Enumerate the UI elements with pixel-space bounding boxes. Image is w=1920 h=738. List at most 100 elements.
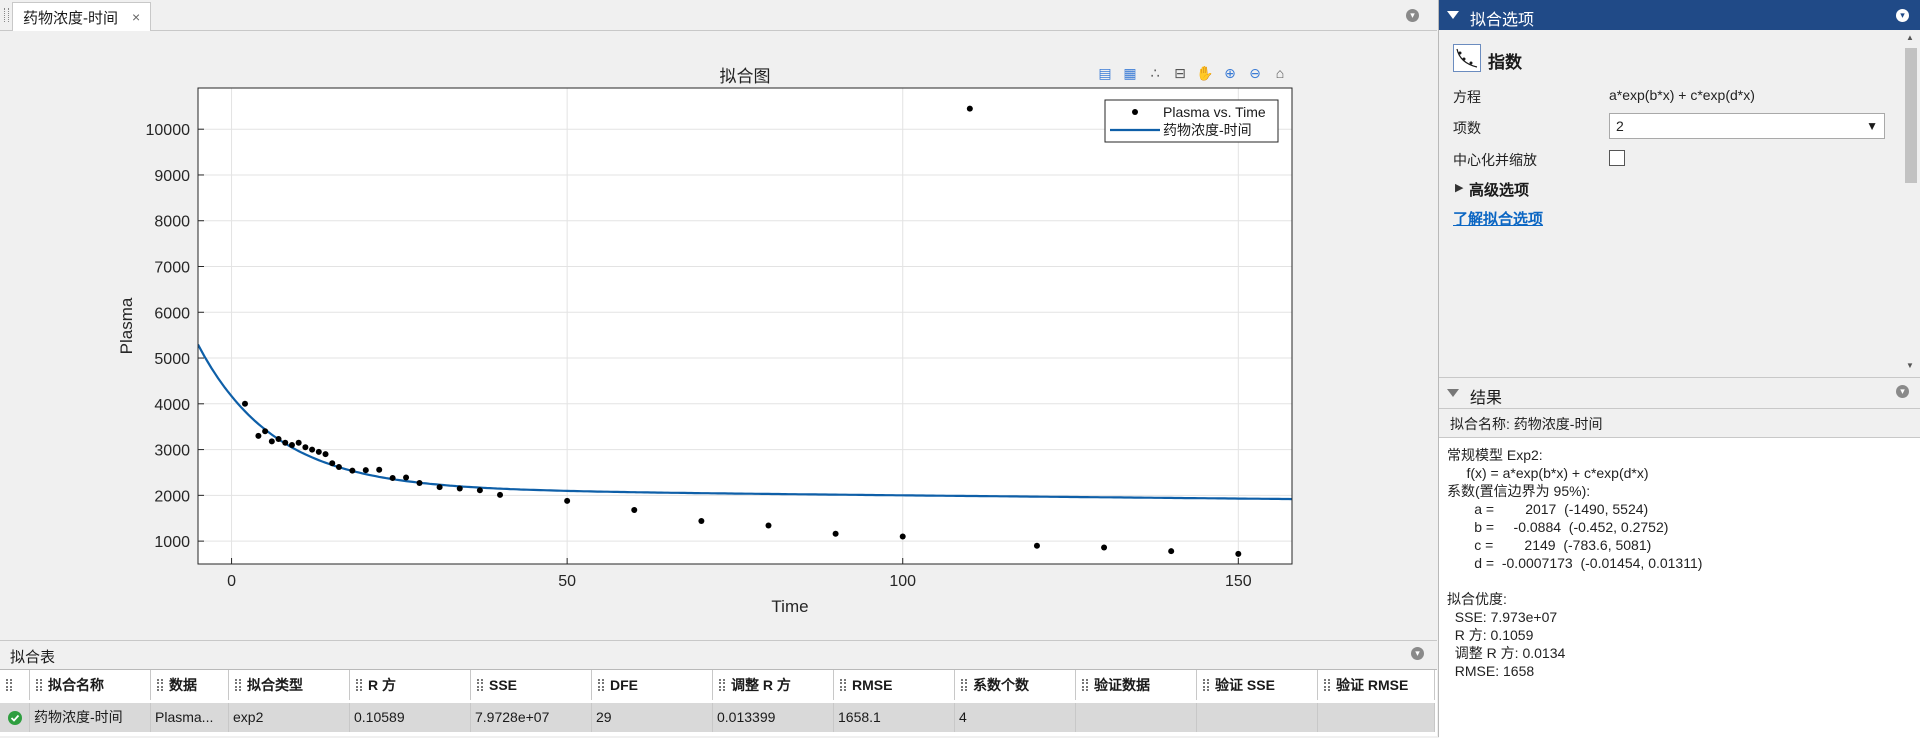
table-cell[interactable]: [1076, 703, 1197, 732]
data-point[interactable]: [349, 467, 356, 474]
zoom-in-icon[interactable]: ⊕: [1224, 64, 1236, 81]
data-point[interactable]: [288, 442, 295, 448]
collapse-icon[interactable]: [1447, 389, 1459, 397]
column-header[interactable]: 验证 SSE: [1197, 670, 1318, 700]
x-tick-label: 0: [227, 573, 236, 590]
column-header[interactable]: DFE: [592, 670, 713, 700]
data-point[interactable]: [1235, 550, 1242, 557]
data-point[interactable]: [309, 446, 316, 453]
data-point[interactable]: [966, 105, 973, 112]
fit-chart[interactable]: 0 50 100 150 1000 2000 3000 4000 5000 6000 7000 800…: [0, 31, 1437, 639]
table-cell[interactable]: [1318, 703, 1435, 732]
column-header[interactable]: 验证 RMSE: [1318, 670, 1435, 700]
data-point[interactable]: [1101, 544, 1108, 551]
collapse-icon[interactable]: [1447, 11, 1459, 19]
legend-box[interactable]: [1104, 99, 1279, 143]
column-header[interactable]: 系数个数: [955, 670, 1076, 700]
column-header[interactable]: 调整 R 方: [713, 670, 834, 700]
equation-value: a*exp(b*x) + c*exp(d*x): [1609, 87, 1755, 103]
legend-label: 药物浓度-时间: [1163, 122, 1252, 138]
fit-options-header[interactable]: [1439, 0, 1920, 30]
data-point[interactable]: [631, 506, 638, 513]
column-header[interactable]: 拟合类型: [229, 670, 350, 700]
table-cell[interactable]: 0.10589: [350, 703, 471, 732]
close-icon[interactable]: ×: [132, 9, 141, 25]
table-cell[interactable]: 药物浓度-时间: [30, 703, 151, 732]
scroll-up-icon[interactable]: ▲: [1906, 33, 1914, 42]
data-point[interactable]: [282, 439, 289, 446]
tabbar-grip[interactable]: [4, 8, 9, 22]
data-point[interactable]: [564, 497, 571, 504]
column-header[interactable]: SSE: [471, 670, 592, 700]
data-point[interactable]: [376, 466, 383, 473]
data-point[interactable]: [497, 491, 504, 498]
data-point[interactable]: [268, 438, 275, 445]
center-scale-checkbox[interactable]: [1609, 150, 1625, 166]
options-menu-icon[interactable]: ▾: [1896, 9, 1909, 22]
table-cell[interactable]: [1197, 703, 1318, 732]
results-menu-icon[interactable]: ▾: [1896, 385, 1909, 398]
data-point[interactable]: [476, 487, 483, 494]
table-cell[interactable]: 1658.1: [834, 703, 955, 732]
results-line: c = 2149 (-783.6, 5081): [1447, 537, 1652, 553]
data-point[interactable]: [302, 444, 309, 451]
data-point[interactable]: [389, 474, 396, 481]
data-point[interactable]: [403, 474, 410, 481]
exclude-icon[interactable]: ⊟: [1174, 64, 1186, 81]
data-point[interactable]: [322, 451, 329, 458]
data-point[interactable]: [832, 530, 839, 537]
zoom-out-icon[interactable]: ⊖: [1249, 64, 1261, 81]
home-icon[interactable]: ⌂: [1275, 65, 1285, 81]
grid-icon[interactable]: ▦: [1123, 64, 1137, 81]
column-header[interactable]: 拟合名称: [30, 670, 151, 700]
table-cell[interactable]: Plasma...: [151, 703, 229, 732]
data-point[interactable]: [241, 400, 248, 407]
data-point[interactable]: [275, 436, 282, 443]
pan-icon[interactable]: ✋: [1196, 64, 1214, 81]
data-point[interactable]: [436, 484, 443, 491]
data-point[interactable]: [765, 522, 772, 529]
fit-curve[interactable]: [198, 343, 1292, 501]
column-header[interactable]: 数据: [151, 670, 229, 700]
table-cell[interactable]: 0.013399: [713, 703, 834, 732]
residuals-icon[interactable]: ∴: [1150, 64, 1160, 81]
scroll-down-icon[interactable]: ▼: [1906, 361, 1914, 370]
row-selector-header[interactable]: [0, 670, 30, 700]
learn-fit-options-link[interactable]: 了解拟合选项: [1453, 211, 1544, 228]
data-point[interactable]: [1168, 548, 1175, 555]
table-cell[interactable]: 7.9728e+07: [471, 703, 592, 732]
data-point[interactable]: [335, 463, 342, 470]
column-header[interactable]: RMSE: [834, 670, 955, 700]
legend-icon[interactable]: ▤: [1098, 64, 1112, 81]
data-point[interactable]: [899, 533, 906, 540]
data-point[interactable]: [329, 460, 336, 467]
data-point[interactable]: [456, 485, 463, 492]
data-point[interactable]: [255, 432, 262, 439]
y-tick-label: 5000: [154, 351, 190, 368]
options-scrollbar-thumb[interactable]: [1905, 48, 1917, 183]
column-header[interactable]: R 方: [350, 670, 471, 700]
plot-axes-box: [197, 87, 1293, 565]
table-cell[interactable]: exp2: [229, 703, 350, 732]
results-line: 调整 R 方: 0.0134: [1447, 645, 1566, 661]
table-cell[interactable]: 29: [592, 703, 713, 732]
column-header[interactable]: 验证数据: [1076, 670, 1197, 700]
document-tab[interactable]: 药物浓度-时间 ×: [12, 2, 152, 31]
data-point[interactable]: [416, 479, 423, 486]
chevron-right-icon[interactable]: ▶: [1455, 182, 1464, 194]
table-cell[interactable]: 4: [955, 703, 1076, 732]
data-point[interactable]: [295, 439, 302, 446]
data-point[interactable]: [362, 467, 369, 474]
advanced-options-toggle[interactable]: 高级选项: [1469, 182, 1530, 199]
data-point[interactable]: [698, 517, 705, 524]
document-menu-icon[interactable]: ▾: [1406, 9, 1419, 22]
results-header[interactable]: [1439, 377, 1920, 409]
terms-select[interactable]: 2 ▼: [1609, 113, 1885, 139]
y-tick-label: 2000: [154, 488, 190, 505]
data-point[interactable]: [315, 448, 322, 455]
results-line: d = -0.0007173 (-0.01454, 0.01311): [1447, 555, 1703, 571]
y-tick-label: 10000: [146, 122, 191, 139]
table-menu-icon[interactable]: ▾: [1411, 647, 1424, 660]
data-point[interactable]: [262, 428, 269, 435]
data-point[interactable]: [1033, 542, 1040, 549]
